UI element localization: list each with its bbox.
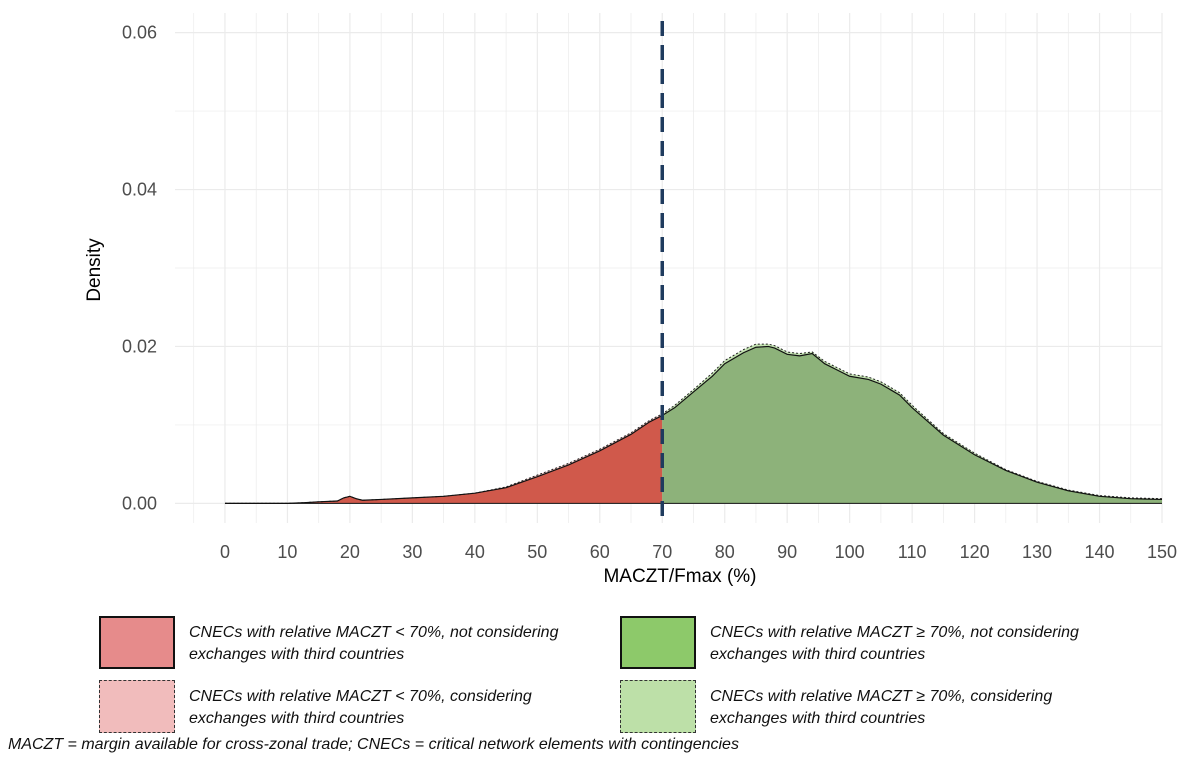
x-axis-title: MACZT/Fmax (%) (603, 566, 756, 587)
legend-item-red-dashed: CNECs with relative MACZT < 70%, conside… (99, 680, 609, 733)
x-tick-label: 0 (220, 542, 230, 562)
x-tick-label: 100 (835, 542, 865, 562)
x-tick-label: 50 (527, 542, 547, 562)
legend-item-green-solid: CNECs with relative MACZT ≥ 70%, not con… (620, 616, 1130, 669)
legend-swatch-green-dashed (620, 680, 696, 733)
curve-considering (224, 343, 1163, 504)
legend-swatch-green-solid (620, 616, 696, 669)
legend-swatch-red-dashed (99, 680, 175, 733)
area-green-not-considering (662, 346, 1162, 504)
density-chart: 0.00 0.02 0.04 0.06 0 10 20 30 40 50 60 70 80 90 100 1… (84, 13, 1177, 587)
x-tick-label: 130 (1022, 542, 1052, 562)
legend-swatch-red-solid (99, 616, 175, 669)
legend-item-red-solid: CNECs with relative MACZT < 70%, not con… (99, 616, 609, 669)
x-tick-label: 60 (590, 542, 610, 562)
x-tick-label: 20 (340, 542, 360, 562)
area-red-not-considering (224, 415, 663, 504)
y-tick-label: 0.00 (122, 493, 157, 513)
x-tick-label: 80 (715, 542, 735, 562)
y-tick-label: 0.06 (122, 23, 157, 43)
y-axis-title: Density (84, 238, 105, 302)
legend-label-green-dashed: CNECs with relative MACZT ≥ 70%, conside… (710, 688, 1053, 727)
x-tick-label: 70 (652, 542, 672, 562)
x-tick-label: 10 (277, 542, 297, 562)
legend-label-green-solid: CNECs with relative MACZT ≥ 70%, not con… (710, 624, 1079, 663)
x-tick-label: 120 (960, 542, 990, 562)
x-tick-label: 30 (402, 542, 422, 562)
curve-not-considering (224, 345, 1163, 504)
legend: CNECs with relative MACZT < 70%, not con… (0, 610, 1179, 760)
y-tick-label: 0.04 (122, 180, 157, 200)
y-axis: 0.00 0.02 0.04 0.06 (122, 23, 157, 514)
footnote: MACZT = margin available for cross-zonal… (8, 736, 739, 753)
x-axis: 0 10 20 30 40 50 60 70 80 90 100 110 120 130 140 150 (220, 542, 1177, 562)
legend-label-red-dashed: CNECs with relative MACZT < 70%, conside… (189, 688, 532, 727)
legend-label-red-solid: CNECs with relative MACZT < 70%, not con… (189, 624, 559, 663)
legend-item-green-dashed: CNECs with relative MACZT ≥ 70%, conside… (620, 680, 1130, 733)
x-tick-label: 90 (777, 542, 797, 562)
x-tick-label: 40 (465, 542, 485, 562)
x-tick-label: 150 (1147, 542, 1177, 562)
x-tick-label: 110 (898, 542, 927, 562)
density-areas (224, 343, 1163, 504)
x-tick-label: 140 (1085, 542, 1115, 562)
y-tick-label: 0.02 (122, 336, 157, 356)
